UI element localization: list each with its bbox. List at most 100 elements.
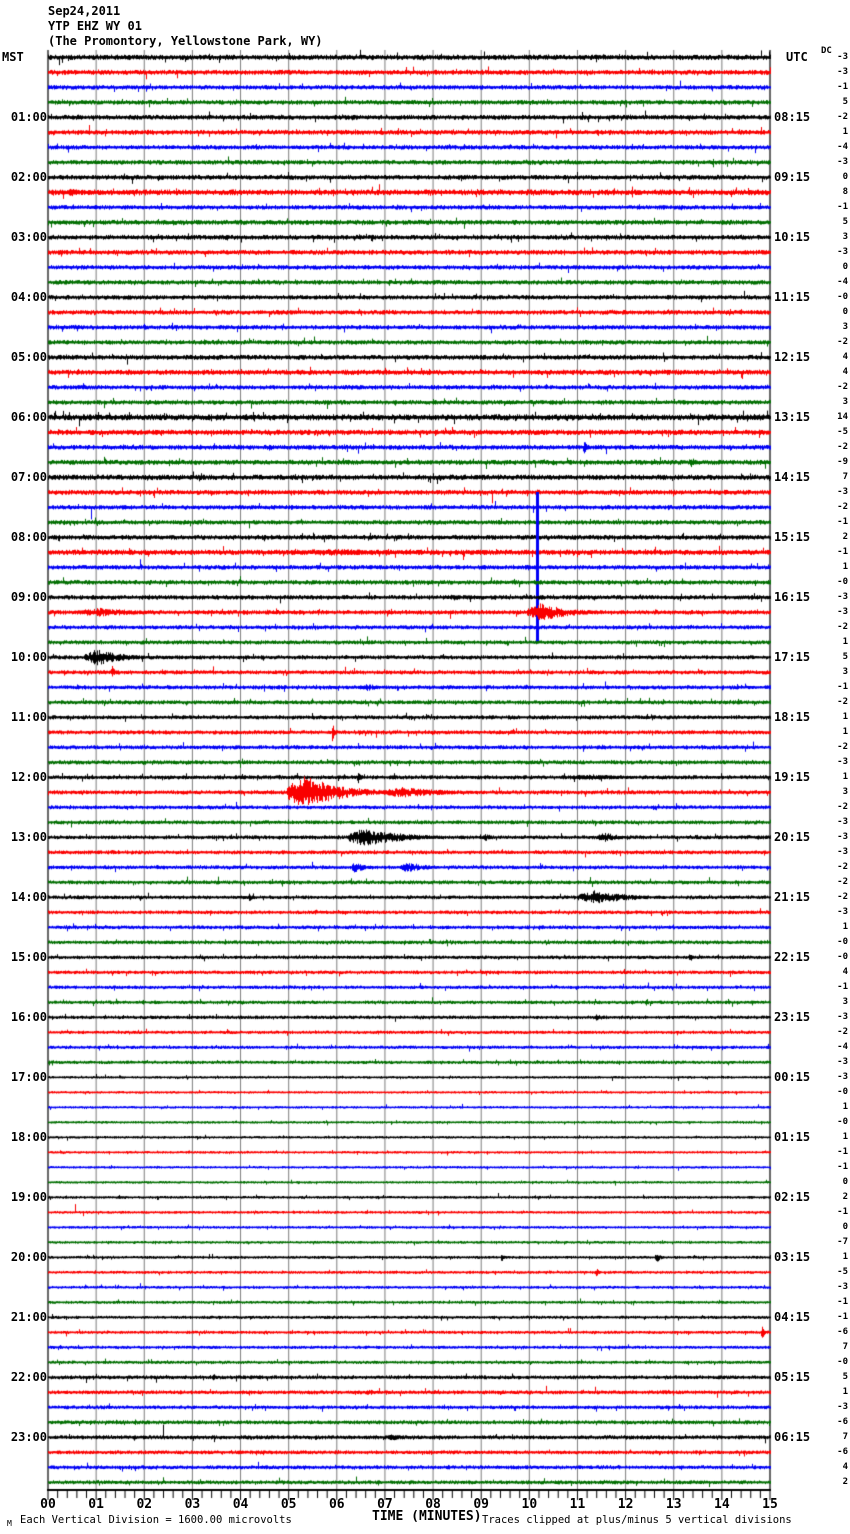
x-axis-tick-label: 02 <box>136 1497 153 1512</box>
dc-offset-value: 1 <box>842 1132 848 1142</box>
x-axis-tick-label: 13 <box>665 1497 682 1512</box>
dc-offset-value: 2 <box>842 1192 848 1202</box>
dc-offset-value: 14 <box>837 412 848 422</box>
mst-time-label: 21:00 <box>10 1310 47 1324</box>
dc-offset-value: 1 <box>842 127 848 137</box>
utc-time-label: 03:15 <box>774 1250 811 1264</box>
dc-offset-value: 7 <box>842 472 848 482</box>
x-axis-tick-label: 05 <box>280 1497 297 1512</box>
dc-offset-value: -3 <box>837 832 848 842</box>
dc-offset-value: 1 <box>842 922 848 932</box>
dc-offset-value: 0 <box>842 1177 848 1187</box>
utc-time-label: 11:15 <box>774 290 811 304</box>
utc-time-label: 21:15 <box>774 890 811 904</box>
mst-time-label: 23:00 <box>10 1430 47 1444</box>
dc-offset-value: -1 <box>837 1297 848 1307</box>
dc-offset-value: 1 <box>842 1387 848 1397</box>
dc-offset-value: -3 <box>837 1072 848 1082</box>
dc-offset-value: -3 <box>837 607 848 617</box>
dc-offset-value: 1 <box>842 562 848 572</box>
dc-offset-value: -6 <box>837 1327 848 1337</box>
utc-time-label: 00:15 <box>774 1070 811 1084</box>
dc-offset-value: -2 <box>837 622 848 632</box>
dc-offset-value: -1 <box>837 547 848 557</box>
utc-time-label: 05:15 <box>774 1370 811 1384</box>
utc-time-label: 10:15 <box>774 230 811 244</box>
dc-offset-value: 1 <box>842 712 848 722</box>
dc-offset-value: -3 <box>837 487 848 497</box>
dc-offset-value: -0 <box>837 1087 848 1097</box>
dc-offset-value: 4 <box>842 352 848 362</box>
dc-offset-value: -3 <box>837 817 848 827</box>
dc-offset-value: 0 <box>842 307 848 317</box>
mst-header: MST <box>2 50 24 64</box>
dc-offset-value: -1 <box>837 1147 848 1157</box>
dc-offset-value: -1 <box>837 82 848 92</box>
dc-offset-value: 1 <box>842 1252 848 1262</box>
x-axis-tick-label: 03 <box>184 1497 201 1512</box>
dc-offset-value: -4 <box>837 1042 848 1052</box>
dc-offset-value: -2 <box>837 802 848 812</box>
dc-offset-value: 1 <box>842 772 848 782</box>
dc-offset-value: 1 <box>842 727 848 737</box>
utc-time-label: 20:15 <box>774 830 811 844</box>
dc-offset-value: -2 <box>837 742 848 752</box>
utc-time-label: 13:15 <box>774 410 811 424</box>
mst-time-label: 05:00 <box>10 350 47 364</box>
dc-offset-value: 3 <box>842 667 848 677</box>
dc-offset-value: -4 <box>837 277 848 287</box>
dc-offset-value: -3 <box>837 52 848 62</box>
utc-time-label: 17:15 <box>774 650 811 664</box>
dc-offset-value: -3 <box>837 67 848 77</box>
mst-time-label: 17:00 <box>10 1070 47 1084</box>
utc-time-label: 15:15 <box>774 530 811 544</box>
dc-offset-value: -2 <box>837 862 848 872</box>
dc-offset-value: -1 <box>837 1312 848 1322</box>
dc-offset-value: -2 <box>837 337 848 347</box>
utc-time-label: 02:15 <box>774 1190 811 1204</box>
mst-time-label: 18:00 <box>10 1130 47 1144</box>
dc-offset-value: 5 <box>842 1372 848 1382</box>
header-station: YTP EHZ WY 01 <box>48 19 142 33</box>
mst-time-label: 19:00 <box>10 1190 47 1204</box>
utc-time-label: 08:15 <box>774 110 811 124</box>
dc-offset-value: -5 <box>837 1267 848 1277</box>
dc-offset-value: -3 <box>837 847 848 857</box>
dc-offset-value: -3 <box>837 157 848 167</box>
mst-time-label: 20:00 <box>10 1250 47 1264</box>
dc-offset-value: 5 <box>842 217 848 227</box>
dc-offset-value: -2 <box>837 112 848 122</box>
dc-offset-value: -0 <box>837 952 848 962</box>
mst-time-label: 11:00 <box>10 710 47 724</box>
dc-offset-value: 0 <box>842 172 848 182</box>
mst-time-label: 09:00 <box>10 590 47 604</box>
dc-offset-value: 3 <box>842 232 848 242</box>
dc-offset-value: 0 <box>842 262 848 272</box>
mst-time-label: 22:00 <box>10 1370 47 1384</box>
dc-offset-value: -1 <box>837 982 848 992</box>
dc-header: DC <box>821 46 832 56</box>
x-axis-tick-label: 15 <box>762 1497 778 1512</box>
dc-offset-value: -3 <box>837 247 848 257</box>
dc-offset-value: -0 <box>837 292 848 302</box>
dc-offset-value: 3 <box>842 997 848 1007</box>
x-axis-tick-label: 06 <box>328 1497 345 1512</box>
scale-note: Each Vertical Division = 1600.00 microvo… <box>20 1514 292 1526</box>
dc-offset-value: -1 <box>837 202 848 212</box>
header-date: Sep24,2011 <box>48 4 121 18</box>
axis-title: TIME (MINUTES) <box>372 1509 482 1524</box>
dc-offset-value: -0 <box>837 1117 848 1127</box>
dc-offset-value: 2 <box>842 1477 848 1487</box>
mst-time-label: 04:00 <box>10 290 47 304</box>
dc-offset-value: -1 <box>837 682 848 692</box>
mst-time-label: 12:00 <box>10 770 47 784</box>
dc-offset-value: 4 <box>842 1462 848 1472</box>
dc-offset-value: 2 <box>842 532 848 542</box>
utc-time-label: 09:15 <box>774 170 811 184</box>
utc-time-label: 06:15 <box>774 1430 811 1444</box>
utc-time-label: 01:15 <box>774 1130 811 1144</box>
x-axis-tick-label: 11 <box>569 1497 586 1512</box>
dc-offset-value: -3 <box>837 1012 848 1022</box>
